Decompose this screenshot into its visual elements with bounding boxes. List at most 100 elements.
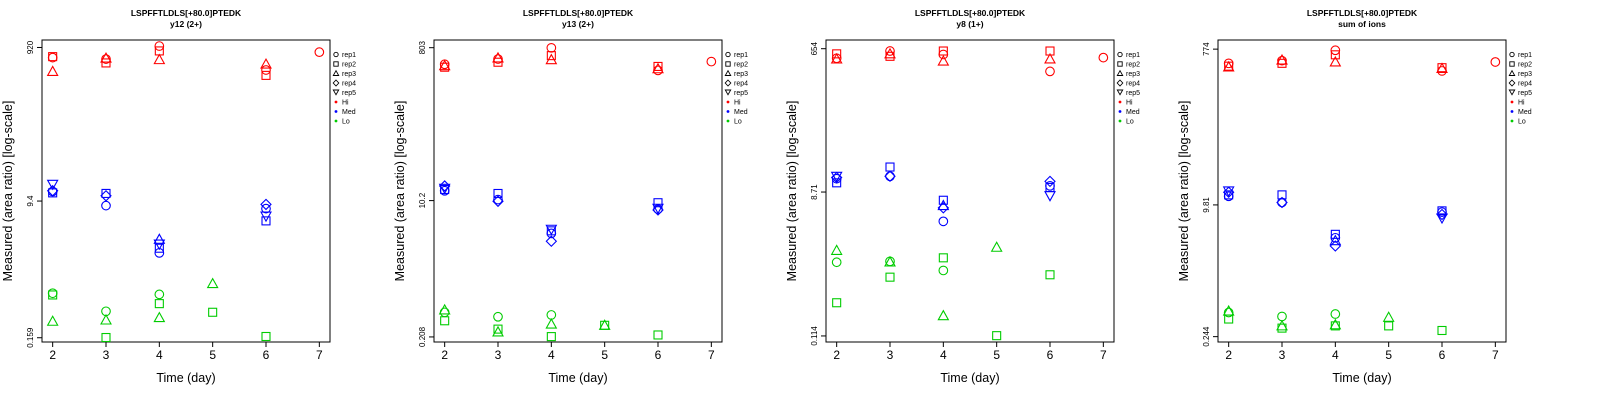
- chart-subtitle: y13 (2+): [562, 19, 594, 29]
- x-tick-label: 3: [1279, 348, 1286, 362]
- legend-square-marker: [725, 61, 731, 67]
- data-point-lo: [990, 241, 1003, 252]
- x-tick-label: 7: [1492, 348, 1499, 362]
- x-tick-label: 5: [209, 348, 216, 362]
- data-point-lo: [992, 331, 1002, 341]
- data-point-hi: [938, 49, 949, 60]
- legend-color-dot: [1510, 119, 1514, 123]
- legend-color-dot: [1510, 100, 1514, 104]
- data-point-med: [260, 211, 272, 223]
- legend-color-dot: [1118, 100, 1122, 104]
- legend-square-marker: [333, 61, 339, 67]
- data-point-lo: [545, 317, 558, 329]
- x-tick-label: 4: [156, 348, 163, 362]
- legend-entry-label: rep4: [1518, 81, 1532, 88]
- x-tick-label: 7: [708, 348, 715, 362]
- data-point-lo: [831, 257, 842, 268]
- legend-diamond-marker: [332, 79, 340, 87]
- legend: rep1 rep2 rep3 rep4 rep5 Hi Med Lo: [332, 51, 356, 126]
- data-point-lo: [884, 255, 896, 267]
- legend-entry-label: rep1: [342, 52, 356, 59]
- data-point-lo: [546, 310, 557, 320]
- x-tick-label: 3: [495, 348, 502, 362]
- legend-entry-label: rep2: [1126, 62, 1140, 69]
- data-point-med: [545, 224, 558, 236]
- chart-title: LSPFFTLDLS[+80.0]PTEDK: [915, 8, 1026, 18]
- data-point-med: [260, 198, 272, 211]
- legend-symbol: [1510, 110, 1514, 113]
- data-point-lo: [440, 316, 450, 326]
- legend-symbol: [1509, 61, 1515, 67]
- data-point-lo: [100, 313, 112, 325]
- legend-diamond-marker: [1116, 79, 1124, 87]
- data-point-lo: [438, 303, 451, 315]
- data-point-lo: [154, 289, 165, 300]
- legend-inverted-triangle-marker: [1508, 89, 1516, 96]
- data-point-med: [438, 183, 451, 195]
- data-point-hi: [153, 53, 166, 65]
- legend-symbol: [334, 119, 338, 123]
- x-tick-label: 6: [655, 348, 662, 362]
- data-point-lo: [1384, 321, 1394, 331]
- legend-entry-label: Med: [1126, 109, 1140, 116]
- data-point-med: [885, 162, 895, 172]
- data-point-lo: [1045, 270, 1055, 280]
- data-point-med: [884, 170, 896, 183]
- data-point-hi: [48, 52, 58, 62]
- data-point-hi: [492, 51, 504, 63]
- legend-entry-label: rep4: [734, 81, 748, 88]
- x-tick-label: 3: [887, 348, 894, 362]
- y-axis-label: Measured (area ratio) [log-scale]: [1177, 101, 1191, 282]
- legend-symbol: [1118, 100, 1122, 104]
- legend-symbol: [1508, 69, 1516, 76]
- data-point-hi: [1276, 53, 1288, 65]
- data-point-lo: [47, 288, 58, 299]
- data-point-lo: [1330, 321, 1340, 331]
- legend: rep1 rep2 rep3 rep4 rep5 Hi Med Lo: [1116, 51, 1140, 126]
- legend-symbol: [334, 110, 338, 113]
- data-point-lo: [261, 331, 271, 342]
- legend-symbol: [1510, 100, 1514, 104]
- x-tick-label: 4: [548, 348, 555, 362]
- legend-color-dot: [726, 119, 730, 123]
- data-point-hi: [1329, 55, 1342, 67]
- legend-symbol: [724, 79, 732, 87]
- legend-symbol: [725, 51, 731, 58]
- legend-entry-label: Lo: [1126, 119, 1134, 126]
- data-point-med: [938, 195, 948, 205]
- chart-title: LSPFFTLDLS[+80.0]PTEDK: [1307, 8, 1418, 18]
- x-tick-label: 3: [103, 348, 110, 362]
- legend-entry-label: Hi: [1126, 100, 1133, 107]
- data-point-hi: [1044, 52, 1056, 64]
- legend-symbol: [332, 89, 340, 96]
- legend-entry-label: Lo: [342, 119, 350, 126]
- data-point-med: [652, 203, 664, 215]
- legend-symbol: [724, 89, 732, 96]
- data-point-lo: [1277, 311, 1287, 322]
- x-axis-label: Time (day): [940, 371, 999, 385]
- chart-subtitle: y12 (2+): [170, 19, 202, 29]
- legend-symbol: [332, 79, 340, 87]
- legend-entry-label: rep1: [1518, 52, 1532, 59]
- data-point-med: [153, 239, 166, 251]
- plot-frame: [1217, 39, 1507, 343]
- x-tick-label: 4: [1332, 348, 1339, 362]
- x-axis-label: Time (day): [1332, 371, 1391, 385]
- data-point-lo: [546, 332, 556, 342]
- plot-frame: [825, 39, 1115, 343]
- data-point-med: [492, 195, 504, 208]
- legend-entry-label: rep2: [734, 62, 748, 69]
- data-point-hi: [261, 65, 271, 75]
- chart-subtitle: sum of ions: [1338, 19, 1386, 29]
- data-point-med: [1329, 240, 1342, 252]
- x-tick-label: 5: [1385, 348, 1392, 362]
- data-point-hi: [46, 65, 59, 76]
- data-point-med: [885, 171, 895, 182]
- legend-symbol: [1118, 110, 1122, 113]
- data-point-lo: [1223, 307, 1234, 318]
- data-point-lo: [206, 277, 219, 289]
- y-tick-label: 0.208: [418, 326, 427, 347]
- data-point-med: [653, 198, 663, 208]
- legend-symbol: [333, 61, 339, 67]
- data-point-lo: [492, 325, 504, 337]
